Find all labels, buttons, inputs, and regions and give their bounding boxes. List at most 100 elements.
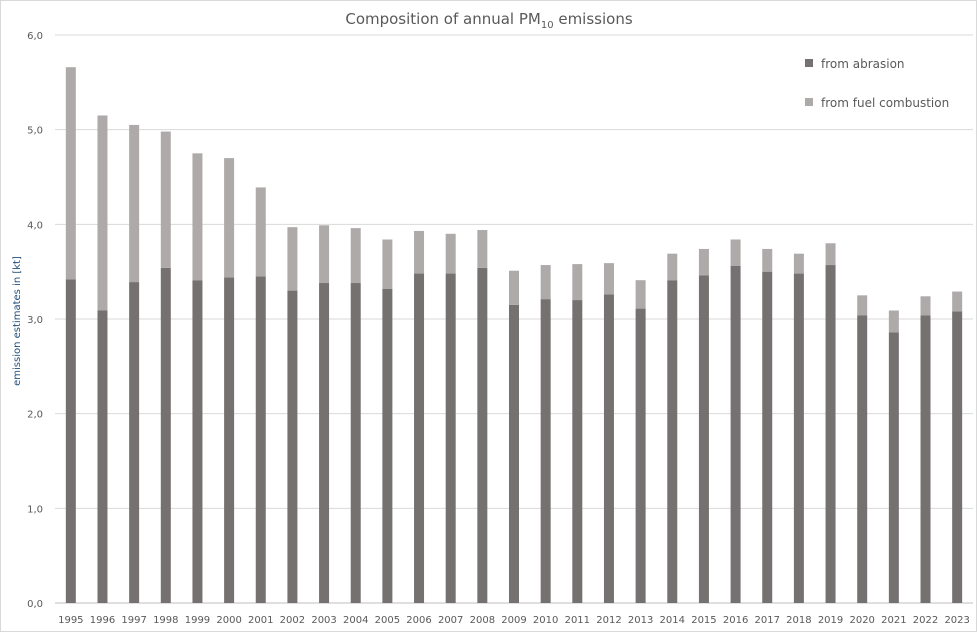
bar-fuel-combustion — [762, 248, 773, 272]
bar-fuel-combustion — [888, 310, 899, 333]
bar-abrasion — [65, 279, 76, 603]
y-tick-label: 1,0 — [27, 504, 43, 515]
bar-fuel-combustion — [793, 253, 804, 274]
bar-fuel-combustion — [698, 248, 709, 276]
bar-abrasion — [382, 288, 393, 603]
bar-abrasion — [730, 265, 741, 603]
x-tick-label: 1999 — [185, 615, 210, 626]
x-tick-label: 2008 — [470, 615, 495, 626]
bar-fuel-combustion — [477, 230, 488, 268]
bar-abrasion — [635, 308, 646, 603]
bar-fuel-combustion — [603, 263, 614, 295]
bar-fuel-combustion — [350, 228, 361, 284]
x-tick-label: 2007 — [438, 615, 463, 626]
bar-abrasion — [762, 271, 773, 603]
bar-fuel-combustion — [825, 243, 836, 266]
bar-fuel-combustion — [319, 225, 330, 284]
bar-fuel-combustion — [97, 115, 108, 311]
x-tick-label: 2020 — [849, 615, 874, 626]
x-tick-label: 2012 — [596, 615, 621, 626]
bar-fuel-combustion — [952, 291, 963, 312]
bar-abrasion — [603, 294, 614, 603]
x-tick-label: 2023 — [944, 615, 969, 626]
bar-fuel-combustion — [65, 67, 76, 280]
bar-abrasion — [129, 282, 140, 603]
bar-fuel-combustion — [857, 295, 868, 316]
legend-swatch — [805, 59, 813, 67]
bar-abrasion — [319, 283, 330, 603]
x-tick-label: 2013 — [628, 615, 653, 626]
bar-fuel-combustion — [287, 227, 298, 291]
x-tick-label: 2010 — [533, 615, 558, 626]
bar-abrasion — [224, 277, 235, 603]
bar-abrasion — [414, 273, 425, 603]
x-tick-label: 2014 — [660, 615, 685, 626]
bar-abrasion — [857, 315, 868, 603]
bar-fuel-combustion — [920, 296, 931, 316]
bar-abrasion — [97, 310, 108, 603]
bar-abrasion — [793, 273, 804, 603]
x-tick-label: 2019 — [818, 615, 843, 626]
bar-abrasion — [255, 276, 266, 603]
x-tick-label: 1998 — [153, 615, 178, 626]
x-tick-label: 2009 — [501, 615, 526, 626]
x-tick-label: 2003 — [311, 615, 336, 626]
x-tick-label: 2018 — [786, 615, 811, 626]
bar-abrasion — [192, 280, 203, 603]
legend-label: from abrasion — [821, 57, 905, 71]
x-tick-label: 2021 — [881, 615, 906, 626]
x-tick-label: 2001 — [248, 615, 273, 626]
bar-fuel-combustion — [572, 264, 583, 301]
x-tick-label: 2016 — [723, 615, 748, 626]
x-tick-label: 1997 — [121, 615, 146, 626]
bar-abrasion — [445, 273, 456, 603]
x-tick-label: 2000 — [216, 615, 241, 626]
bar-abrasion — [160, 267, 171, 603]
bar-abrasion — [698, 275, 709, 603]
bar-fuel-combustion — [414, 230, 425, 274]
bar-fuel-combustion — [445, 233, 456, 274]
x-tick-label: 2004 — [343, 615, 368, 626]
bar-abrasion — [509, 304, 519, 603]
legend-label: from fuel combustion — [821, 96, 949, 110]
bar-fuel-combustion — [129, 124, 140, 283]
bar-fuel-combustion — [667, 253, 678, 281]
x-tick-label: 2002 — [280, 615, 305, 626]
bar-fuel-combustion — [635, 280, 646, 309]
bar-fuel-combustion — [192, 153, 203, 281]
bar-fuel-combustion — [730, 239, 741, 266]
bar-fuel-combustion — [509, 270, 519, 305]
x-tick-label: 2006 — [406, 615, 431, 626]
legend-swatch — [805, 98, 813, 106]
y-tick-label: 4,0 — [27, 220, 43, 231]
bar-fuel-combustion — [382, 239, 393, 289]
chart-title: Composition of annual PM10 emissions — [345, 10, 632, 31]
x-tick-label: 1995 — [58, 615, 83, 626]
bar-abrasion — [572, 300, 583, 603]
bar-abrasion — [825, 265, 836, 603]
bar-fuel-combustion — [160, 131, 171, 268]
bar-abrasion — [540, 299, 551, 603]
bar-abrasion — [888, 332, 899, 603]
bar-fuel-combustion — [224, 158, 235, 278]
bar-fuel-combustion — [255, 187, 266, 277]
x-tick-label: 2015 — [691, 615, 716, 626]
x-tick-label: 1996 — [90, 615, 115, 626]
x-tick-label: 2005 — [375, 615, 400, 626]
bar-abrasion — [920, 315, 931, 603]
bar-abrasion — [350, 283, 361, 603]
bar-abrasion — [952, 311, 963, 603]
y-tick-label: 6,0 — [27, 31, 43, 42]
y-tick-label: 2,0 — [27, 410, 43, 421]
x-tick-label: 2022 — [913, 615, 938, 626]
x-tick-label: 2017 — [755, 615, 780, 626]
bar-abrasion — [477, 267, 488, 603]
y-tick-label: 5,0 — [27, 126, 43, 137]
bar-abrasion — [667, 280, 678, 603]
bar-fuel-combustion — [540, 265, 551, 300]
bar-abrasion — [287, 290, 298, 603]
x-tick-label: 2011 — [565, 615, 590, 626]
y-tick-label: 3,0 — [27, 315, 43, 326]
